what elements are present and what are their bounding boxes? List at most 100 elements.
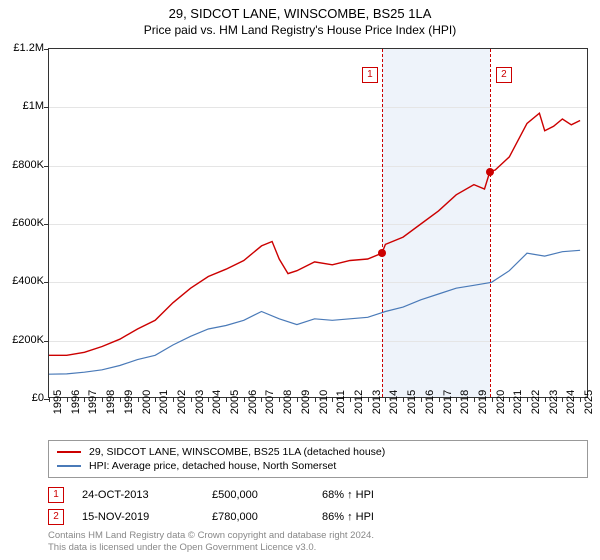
x-axis-label: 1999 [123, 390, 135, 414]
transaction-date: 24-OCT-2013 [82, 489, 212, 501]
x-axis-label: 2009 [300, 390, 312, 414]
x-axis-label: 2011 [335, 390, 347, 414]
series-hpi [49, 250, 580, 374]
x-tick [580, 397, 581, 402]
chart-container: 29, SIDCOT LANE, WINSCOMBE, BS25 1LA Pri… [0, 0, 600, 560]
y-axis-label: £400K [4, 275, 44, 287]
transaction-date: 15-NOV-2019 [82, 511, 212, 523]
x-tick [67, 397, 68, 402]
legend-item: 29, SIDCOT LANE, WINSCOMBE, BS25 1LA (de… [57, 445, 579, 459]
legend-label: 29, SIDCOT LANE, WINSCOMBE, BS25 1LA (de… [89, 446, 385, 458]
y-axis-label: £1M [4, 100, 44, 112]
x-tick [208, 397, 209, 402]
x-tick [102, 397, 103, 402]
x-axis-label: 2000 [141, 390, 153, 414]
x-axis-label: 2020 [495, 390, 507, 414]
transaction-row: 1 24-OCT-2013£500,00068% ↑ HPI [48, 484, 422, 506]
legend-label: HPI: Average price, detached house, Nort… [89, 460, 336, 472]
x-axis-label: 2024 [565, 390, 577, 414]
x-tick [385, 397, 386, 402]
x-axis-label: 2015 [406, 390, 418, 414]
plot-area: 12 [48, 48, 588, 398]
x-tick [49, 397, 50, 402]
transaction-hpi: 86% ↑ HPI [322, 511, 422, 523]
x-tick [297, 397, 298, 402]
legend-swatch [57, 465, 81, 467]
marker-point [378, 249, 386, 257]
chart-subtitle: Price paid vs. HM Land Registry's House … [0, 21, 600, 41]
x-tick [350, 397, 351, 402]
transaction-price: £780,000 [212, 511, 322, 523]
x-axis-label: 2008 [282, 390, 294, 414]
x-axis-label: 2021 [512, 390, 524, 414]
x-axis-label: 1995 [52, 390, 64, 414]
x-tick [421, 397, 422, 402]
marker-line [382, 49, 383, 397]
x-axis-label: 2013 [371, 390, 383, 414]
y-axis-label: £800K [4, 159, 44, 171]
transaction-price: £500,000 [212, 489, 322, 501]
x-tick [120, 397, 121, 402]
x-tick [492, 397, 493, 402]
x-tick [403, 397, 404, 402]
x-axis-label: 2012 [353, 390, 365, 414]
y-axis-label: £0 [4, 392, 44, 404]
x-axis-label: 2017 [442, 390, 454, 414]
chart-title: 29, SIDCOT LANE, WINSCOMBE, BS25 1LA [0, 0, 600, 21]
x-axis-label: 2025 [583, 390, 595, 414]
x-axis-label: 2023 [548, 390, 560, 414]
x-tick [261, 397, 262, 402]
marker-line [490, 49, 491, 397]
x-tick [332, 397, 333, 402]
transaction-marker: 2 [48, 509, 64, 525]
footer-line: This data is licensed under the Open Gov… [48, 542, 374, 554]
x-tick [527, 397, 528, 402]
x-axis-label: 1998 [105, 390, 117, 414]
x-axis-label: 2003 [194, 390, 206, 414]
x-axis-label: 2022 [530, 390, 542, 414]
footer-line: Contains HM Land Registry data © Crown c… [48, 530, 374, 542]
x-tick [155, 397, 156, 402]
y-axis-label: £1.2M [4, 42, 44, 54]
x-axis-label: 2014 [388, 390, 400, 414]
marker-label: 2 [496, 67, 512, 83]
transaction-hpi: 68% ↑ HPI [322, 489, 422, 501]
x-tick [509, 397, 510, 402]
legend-item: HPI: Average price, detached house, Nort… [57, 459, 579, 473]
y-axis-label: £600K [4, 217, 44, 229]
legend-swatch [57, 451, 81, 453]
x-axis-label: 2019 [477, 390, 489, 414]
x-axis-label: 2001 [158, 390, 170, 414]
x-axis-label: 1997 [87, 390, 99, 414]
x-axis-label: 2005 [229, 390, 241, 414]
transaction-marker: 1 [48, 487, 64, 503]
footer-attribution: Contains HM Land Registry data © Crown c… [48, 530, 374, 555]
x-tick [368, 397, 369, 402]
x-tick [244, 397, 245, 402]
x-tick [545, 397, 546, 402]
transaction-row: 2 15-NOV-2019£780,00086% ↑ HPI [48, 506, 422, 528]
x-axis-label: 2010 [318, 390, 330, 414]
x-axis-label: 2016 [424, 390, 436, 414]
x-axis-label: 2002 [176, 390, 188, 414]
line-series-layer [49, 49, 587, 397]
x-tick [173, 397, 174, 402]
x-tick [562, 397, 563, 402]
y-axis-label: £200K [4, 334, 44, 346]
x-tick [456, 397, 457, 402]
x-tick [474, 397, 475, 402]
x-tick [439, 397, 440, 402]
x-axis-label: 2007 [264, 390, 276, 414]
marker-label: 1 [362, 67, 378, 83]
marker-point [486, 168, 494, 176]
x-tick [315, 397, 316, 402]
x-tick [279, 397, 280, 402]
x-tick [84, 397, 85, 402]
x-tick [191, 397, 192, 402]
x-tick [138, 397, 139, 402]
transaction-table: 1 24-OCT-2013£500,00068% ↑ HPI 2 15-NOV-201… [48, 484, 422, 528]
x-axis-label: 2004 [211, 390, 223, 414]
x-axis-label: 2006 [247, 390, 259, 414]
x-axis-label: 2018 [459, 390, 471, 414]
legend: 29, SIDCOT LANE, WINSCOMBE, BS25 1LA (de… [48, 440, 588, 478]
